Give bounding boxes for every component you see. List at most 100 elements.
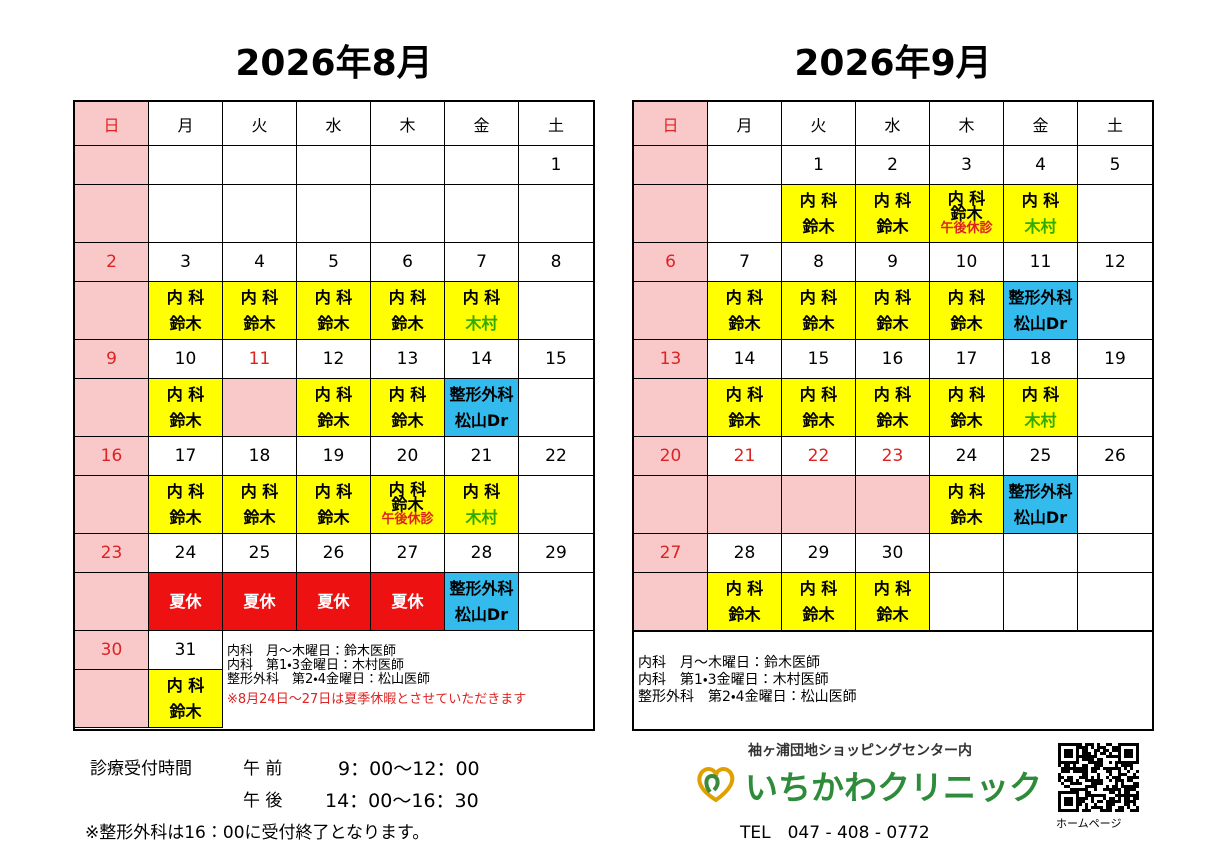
qr-module bbox=[1058, 743, 1061, 746]
qr-module bbox=[1061, 743, 1064, 746]
qr-module bbox=[1076, 767, 1079, 770]
qr-module bbox=[1097, 794, 1100, 797]
qr-module bbox=[1106, 743, 1109, 746]
schedule-text: 鈴木 bbox=[317, 507, 350, 527]
schedule-cell: 内 科鈴木 bbox=[782, 282, 856, 340]
qr-module bbox=[1118, 746, 1121, 749]
qr-module bbox=[1100, 761, 1103, 764]
qr-module bbox=[1124, 743, 1127, 746]
schedule-text: 内 科 bbox=[314, 481, 353, 501]
qr-module bbox=[1127, 779, 1130, 782]
qr-module bbox=[1085, 743, 1088, 746]
qr-module bbox=[1124, 797, 1127, 800]
schedule-cell: 内 科鈴木 bbox=[149, 476, 223, 534]
qr-module bbox=[1094, 782, 1097, 785]
schedule-text: 内 科 bbox=[947, 481, 986, 501]
qr-module bbox=[1082, 755, 1085, 758]
schedule-cell bbox=[519, 185, 593, 243]
weekday-header: 土 bbox=[1078, 102, 1152, 146]
qr-module bbox=[1106, 776, 1109, 779]
qr-module bbox=[1121, 764, 1124, 767]
qr-module bbox=[1076, 758, 1079, 761]
schedule-text: 鈴木 bbox=[169, 410, 202, 430]
schedule-text: 内 科 bbox=[947, 287, 986, 307]
qr-module bbox=[1133, 794, 1136, 797]
qr-module bbox=[1130, 764, 1133, 767]
qr-module bbox=[1070, 755, 1073, 758]
schedule-cell: 内 科鈴木 bbox=[930, 282, 1004, 340]
schedule-text: 整形外科 bbox=[1008, 287, 1073, 307]
schedule-text: 内 科 bbox=[799, 190, 838, 210]
qr-module bbox=[1082, 758, 1085, 761]
qr-module bbox=[1094, 770, 1097, 773]
qr-module bbox=[1058, 794, 1061, 797]
qr-module bbox=[1070, 767, 1073, 770]
day-number: 6 bbox=[402, 252, 413, 272]
day-number: 20 bbox=[659, 446, 682, 466]
qr-module bbox=[1109, 806, 1112, 809]
qr-module bbox=[1091, 758, 1094, 761]
qr-module bbox=[1064, 803, 1067, 806]
qr-module bbox=[1097, 764, 1100, 767]
qr-module bbox=[1064, 749, 1067, 752]
qr-module bbox=[1082, 800, 1085, 803]
qr-module bbox=[1079, 767, 1082, 770]
qr-module bbox=[1064, 791, 1067, 794]
day-cell: 23 bbox=[856, 437, 930, 476]
day-cell: 28 bbox=[445, 534, 519, 573]
day-cell: 4 bbox=[223, 243, 297, 282]
qr-module bbox=[1076, 791, 1079, 794]
day-number: 10 bbox=[955, 252, 978, 272]
qr-module bbox=[1061, 791, 1064, 794]
qr-module bbox=[1136, 791, 1139, 794]
day-cell bbox=[223, 146, 297, 185]
weekday-header: 火 bbox=[782, 102, 856, 146]
qr-module bbox=[1064, 770, 1067, 773]
schedule-text: 内 科 bbox=[166, 481, 205, 501]
qr-module bbox=[1103, 809, 1106, 812]
day-number: 16 bbox=[881, 349, 904, 369]
day-cell bbox=[634, 146, 708, 185]
day-number: 29 bbox=[545, 543, 567, 563]
qr-module bbox=[1118, 809, 1121, 812]
weekday-header: 日 bbox=[75, 102, 149, 146]
homepage-label: ホームページ bbox=[1056, 817, 1122, 830]
day-number: 1 bbox=[550, 155, 562, 175]
qr-module bbox=[1076, 779, 1079, 782]
day-cell: 6 bbox=[634, 243, 708, 282]
day-number: 22 bbox=[545, 446, 567, 466]
schedule-cell bbox=[930, 573, 1004, 631]
schedule-text: 内 科 bbox=[873, 384, 912, 404]
qr-module bbox=[1061, 809, 1064, 812]
qr-module bbox=[1106, 749, 1109, 752]
qr-module bbox=[1079, 782, 1082, 785]
qr-module bbox=[1067, 743, 1070, 746]
schedule-cell: 内 科鈴木 bbox=[708, 379, 782, 437]
schedule-cell bbox=[75, 185, 149, 243]
qr-module bbox=[1115, 761, 1118, 764]
day-number: 23 bbox=[881, 446, 904, 466]
qr-module bbox=[1073, 761, 1076, 764]
qr-module bbox=[1133, 788, 1136, 791]
day-cell: 16 bbox=[75, 437, 149, 476]
qr-module bbox=[1136, 806, 1139, 809]
day-number: 5 bbox=[1109, 155, 1121, 175]
day-cell: 27 bbox=[371, 534, 445, 573]
schedule-cell: 内 科鈴木 bbox=[371, 282, 445, 340]
qr-module bbox=[1076, 755, 1079, 758]
qr-module bbox=[1088, 791, 1091, 794]
qr-module bbox=[1127, 755, 1130, 758]
day-cell: 12 bbox=[297, 340, 371, 379]
clinic-logo bbox=[697, 767, 735, 803]
hours-pm: 午 後 bbox=[243, 791, 283, 811]
schedule-cell: 内 科鈴木 bbox=[856, 282, 930, 340]
schedule-text: 鈴木 bbox=[802, 216, 835, 236]
schedule-cell: 整形外科 松山Dr bbox=[445, 379, 519, 437]
schedule-text: 内 科 bbox=[240, 287, 279, 307]
schedule-cell: 内 科鈴木 bbox=[223, 476, 297, 534]
schedule-text: 内 科 bbox=[873, 578, 912, 598]
qr-module bbox=[1103, 797, 1106, 800]
qr-module bbox=[1133, 809, 1136, 812]
qr-module bbox=[1130, 785, 1133, 788]
qr-module bbox=[1112, 755, 1115, 758]
